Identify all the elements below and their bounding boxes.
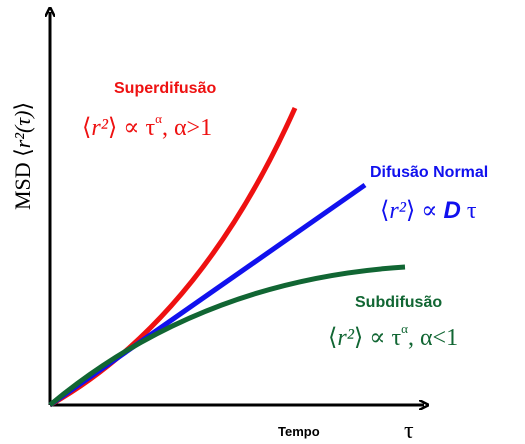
curve-formula: ⟨r²⟩ ∝ D τ bbox=[380, 197, 477, 224]
formula-part: ⟩ ∝ bbox=[406, 198, 444, 224]
formula-part: ⟨ bbox=[328, 325, 337, 351]
y-label-part: ⟩ bbox=[10, 102, 35, 111]
formula-part: ⟩ ∝ τ bbox=[354, 325, 402, 351]
formula-part: ⟨ bbox=[380, 198, 389, 224]
y-label-part: MSD bbox=[10, 157, 35, 210]
formula-part: , α<1 bbox=[408, 325, 458, 351]
y-label-part: ⟨ bbox=[10, 148, 35, 157]
curve-name: Difusão Normal bbox=[370, 164, 488, 181]
formula-part: τ bbox=[461, 198, 477, 224]
formula-part: ⟩ ∝ τ bbox=[108, 115, 156, 141]
formula-part: r² bbox=[337, 325, 354, 351]
formula-part: D bbox=[444, 197, 461, 224]
curve-formula: ⟨r²⟩ ∝ τα, α<1 bbox=[328, 321, 458, 351]
formula-part: ⟨ bbox=[82, 115, 91, 141]
curve-name: Superdifusão bbox=[114, 80, 216, 97]
formula-part: , α>1 bbox=[162, 115, 212, 141]
x-axis-label: Tempo bbox=[278, 424, 320, 439]
formula-part: α bbox=[155, 111, 162, 126]
x-axis-symbol: τ bbox=[404, 418, 414, 444]
y-axis-label: MSD ⟨r²(τ)⟩ bbox=[10, 102, 35, 210]
curve-formula: ⟨r²⟩ ∝ τα, α>1 bbox=[82, 111, 212, 141]
curve-name: Subdifusão bbox=[355, 294, 442, 311]
formula-part: r² bbox=[91, 115, 108, 141]
y-label-part: r²(τ) bbox=[10, 111, 35, 149]
formula-part: r² bbox=[389, 198, 406, 224]
subdiffusion-curve bbox=[48, 264, 406, 407]
formula-part: α bbox=[401, 321, 408, 336]
superdiffusion-curve bbox=[48, 106, 298, 408]
